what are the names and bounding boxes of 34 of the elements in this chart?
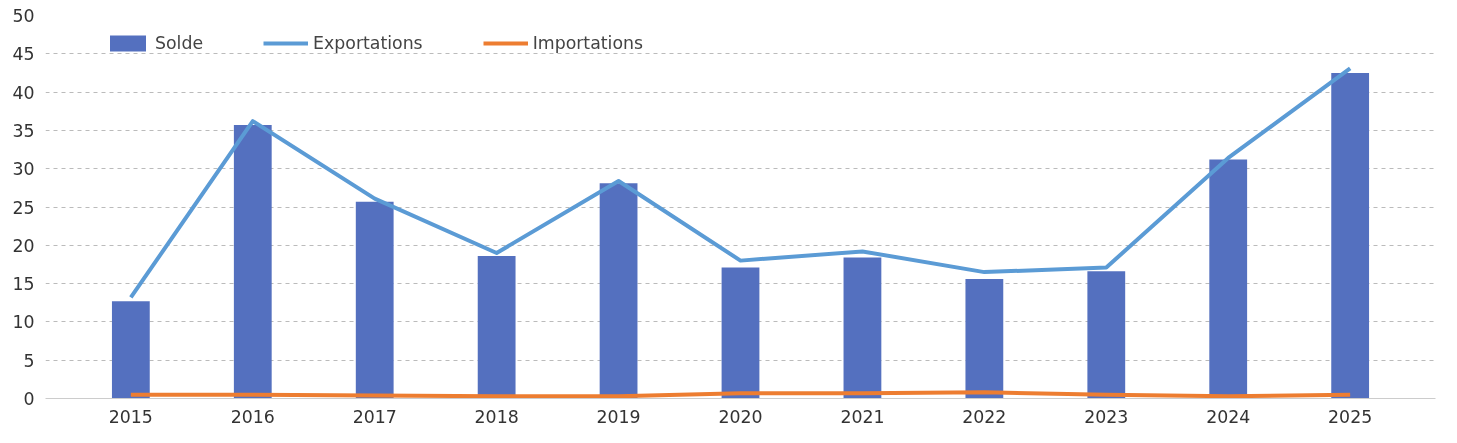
bar: [111, 301, 150, 399]
x-tick-label: 2020: [718, 406, 763, 427]
x-tick-label: 2017: [352, 406, 397, 427]
x-tick-label: 2021: [840, 406, 885, 427]
legend-label: Solde: [155, 33, 204, 53]
y-tick-label: 15: [12, 274, 35, 295]
bar: [355, 201, 394, 399]
bar: [721, 267, 760, 399]
legend-label: Exportations: [313, 33, 423, 53]
y-tick-label: 0: [23, 389, 35, 409]
legend-label: Importations: [532, 33, 643, 53]
y-tick-label: 30: [12, 159, 35, 180]
y-tick-label: 10: [12, 312, 35, 333]
y-tick-label: 25: [12, 197, 35, 218]
y-tick-label: 45: [12, 44, 35, 65]
y-tick-label: 20: [12, 235, 35, 256]
bar: [1087, 271, 1126, 399]
x-tick-label: 2016: [230, 406, 275, 427]
x-tick-label: 2018: [474, 406, 519, 427]
x-tick-label: 2023: [1084, 406, 1129, 427]
x-tick-label: 2015: [108, 406, 153, 427]
x-tick-label: 2019: [596, 406, 641, 427]
bar: [965, 279, 1004, 399]
y-tick-label: 35: [12, 120, 35, 141]
bar: [233, 125, 272, 399]
line-series: [128, 66, 1353, 300]
x-tick-label: 2025: [1328, 406, 1373, 427]
x-tick-label: 2024: [1206, 406, 1251, 427]
y-tick-label: 5: [23, 350, 35, 371]
bar: [1331, 72, 1370, 399]
x-tick-label: 2022: [962, 406, 1007, 427]
y-tick-label: 50: [12, 6, 35, 26]
y-tick-label: 40: [12, 82, 35, 103]
bar: [843, 257, 882, 399]
